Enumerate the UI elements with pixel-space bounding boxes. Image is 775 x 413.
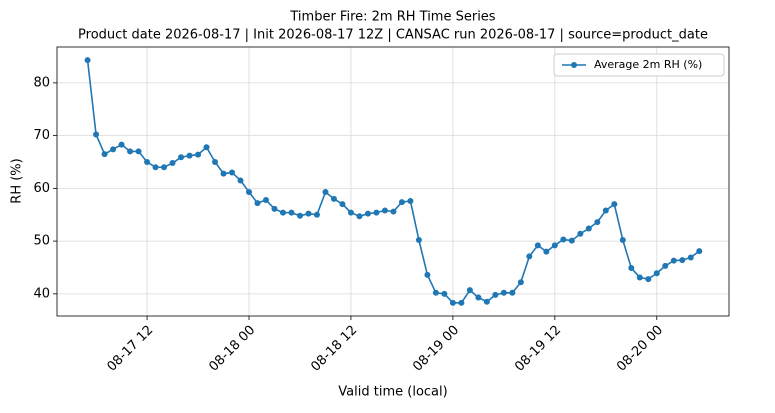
- legend-label: Average 2m RH (%): [594, 58, 702, 71]
- y-tick-label: 50: [33, 234, 50, 249]
- point: [127, 148, 134, 155]
- point: [339, 201, 346, 208]
- point: [195, 151, 202, 158]
- point: [229, 169, 236, 176]
- point: [534, 242, 541, 249]
- point: [509, 289, 516, 296]
- point: [475, 294, 482, 301]
- point: [662, 262, 669, 269]
- point: [619, 237, 626, 244]
- plot-frame: [56, 46, 730, 317]
- point: [602, 207, 609, 214]
- point: [696, 248, 703, 255]
- point: [483, 298, 490, 305]
- chart-subtitle: Product date 2026-08-17 | Init 2026-08-1…: [78, 28, 708, 43]
- point: [364, 210, 371, 217]
- point: [551, 242, 558, 249]
- point: [653, 270, 660, 277]
- x-tick-label: 08-17 12: [104, 323, 156, 375]
- line: [86, 60, 700, 304]
- point: [161, 164, 168, 171]
- point: [492, 291, 499, 298]
- point: [390, 208, 397, 215]
- point: [679, 257, 686, 264]
- point: [458, 299, 465, 306]
- point: [517, 279, 524, 286]
- point: [135, 148, 142, 155]
- point: [347, 209, 354, 216]
- point: [93, 131, 100, 138]
- point: [271, 205, 278, 212]
- point: [144, 158, 151, 165]
- point: [296, 212, 303, 219]
- point: [330, 195, 337, 202]
- point: [356, 213, 363, 220]
- point: [577, 230, 584, 237]
- point: [526, 253, 533, 260]
- x-tick-label: 08-18 00: [206, 323, 258, 375]
- point: [322, 189, 329, 196]
- point: [84, 57, 91, 64]
- x-tick-label: 08-19 00: [410, 323, 462, 375]
- y-tick-label: 80: [33, 75, 50, 90]
- point: [101, 151, 108, 158]
- point: [441, 290, 448, 297]
- x-tick-label: 08-19 12: [512, 323, 564, 375]
- legend-marker: [571, 62, 577, 68]
- point: [288, 209, 295, 216]
- point: [262, 196, 269, 203]
- point: [246, 189, 252, 196]
- point: [178, 154, 185, 161]
- x-tick-label: 08-18 12: [308, 323, 360, 375]
- point: [220, 170, 227, 177]
- point: [424, 271, 431, 278]
- chart-title: Timber Fire: 2m RH Time Series: [289, 10, 495, 25]
- y-tick-label: 40: [33, 286, 50, 301]
- point: [279, 209, 286, 216]
- point: [568, 237, 575, 244]
- point: [305, 210, 312, 217]
- x-axis-label: Valid time (local): [338, 385, 447, 400]
- point: [254, 200, 261, 207]
- x-tick-label: 08-20 00: [614, 323, 666, 375]
- point: [373, 209, 380, 216]
- point: [560, 236, 567, 243]
- point: [398, 199, 405, 206]
- y-axis-label: RH (%): [10, 158, 25, 203]
- legend-box: [553, 53, 725, 77]
- point: [186, 152, 193, 159]
- point: [585, 225, 592, 232]
- point: [415, 237, 422, 244]
- point: [169, 160, 176, 167]
- point: [110, 146, 117, 153]
- point: [432, 289, 439, 296]
- point: [212, 158, 219, 165]
- point: [407, 198, 414, 205]
- point: [449, 299, 456, 306]
- point: [611, 201, 618, 208]
- point: [543, 248, 550, 255]
- point: [237, 177, 244, 184]
- point: [636, 274, 643, 281]
- y-tick-label: 60: [33, 181, 50, 196]
- point: [152, 164, 159, 171]
- point: [381, 207, 388, 214]
- point: [118, 141, 125, 148]
- point: [466, 287, 473, 294]
- point: [670, 257, 677, 264]
- point: [687, 254, 694, 261]
- point: [594, 219, 601, 226]
- point: [203, 144, 210, 151]
- point: [628, 265, 635, 272]
- y-tick-label: 70: [33, 128, 50, 143]
- point: [313, 211, 320, 218]
- point: [645, 276, 652, 283]
- point: [500, 289, 507, 296]
